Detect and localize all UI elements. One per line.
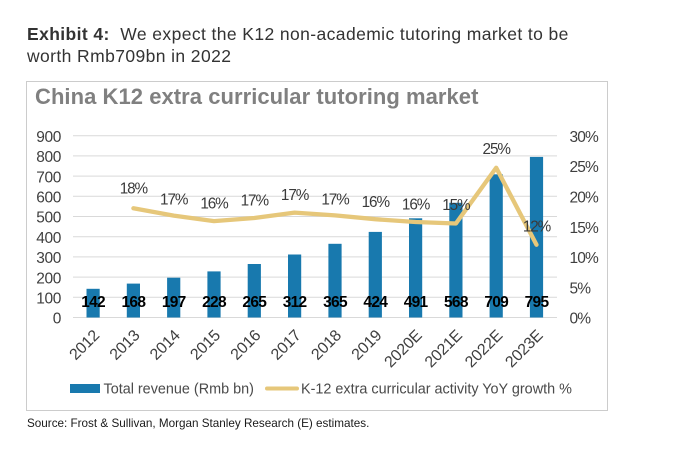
svg-text:Total revenue (Rmb bn): Total revenue (Rmb bn)	[104, 382, 254, 398]
svg-text:12%: 12%	[523, 218, 552, 235]
svg-text:20%: 20%	[570, 190, 599, 207]
svg-text:424: 424	[363, 294, 388, 311]
svg-text:2014: 2014	[147, 327, 184, 364]
svg-text:709: 709	[484, 294, 509, 311]
svg-text:142: 142	[81, 294, 105, 311]
svg-text:K-12 extra curricular activity: K-12 extra curricular activity YoY growt…	[301, 382, 572, 398]
svg-text:2016: 2016	[228, 327, 265, 364]
svg-text:10%: 10%	[570, 250, 599, 267]
svg-text:2020E: 2020E	[382, 327, 426, 371]
svg-text:200: 200	[36, 270, 62, 287]
svg-text:228: 228	[202, 294, 227, 311]
svg-text:312: 312	[283, 294, 307, 311]
svg-text:17%: 17%	[281, 187, 310, 204]
svg-text:2019: 2019	[349, 327, 386, 364]
svg-text:168: 168	[122, 294, 147, 311]
svg-text:2021E: 2021E	[422, 327, 466, 371]
svg-text:568: 568	[444, 294, 469, 311]
svg-text:17%: 17%	[241, 193, 270, 210]
svg-text:30%: 30%	[570, 129, 599, 146]
svg-text:16%: 16%	[362, 194, 391, 211]
svg-text:2013: 2013	[107, 327, 144, 364]
svg-text:500: 500	[36, 210, 62, 227]
svg-text:2022E: 2022E	[462, 327, 506, 371]
svg-text:400: 400	[36, 230, 62, 247]
svg-text:0%: 0%	[570, 311, 592, 328]
svg-text:18%: 18%	[120, 180, 149, 197]
svg-text:491: 491	[404, 294, 429, 311]
svg-text:15%: 15%	[570, 220, 599, 237]
svg-text:600: 600	[36, 190, 62, 207]
svg-text:15%: 15%	[442, 197, 471, 214]
svg-text:17%: 17%	[160, 192, 189, 209]
svg-text:16%: 16%	[402, 197, 431, 214]
svg-text:16%: 16%	[200, 195, 229, 212]
svg-text:2018: 2018	[308, 327, 345, 364]
svg-text:0: 0	[53, 311, 62, 328]
svg-text:800: 800	[36, 149, 62, 166]
svg-text:2012: 2012	[67, 327, 104, 364]
svg-text:2015: 2015	[187, 327, 224, 364]
svg-text:197: 197	[162, 294, 186, 311]
svg-text:795: 795	[525, 294, 550, 311]
svg-text:2023E: 2023E	[502, 327, 546, 371]
svg-text:25%: 25%	[570, 159, 599, 176]
svg-text:265: 265	[242, 294, 267, 311]
svg-text:25%: 25%	[483, 141, 512, 158]
svg-text:900: 900	[36, 129, 62, 146]
svg-text:300: 300	[36, 250, 62, 267]
svg-text:365: 365	[323, 294, 348, 311]
svg-text:700: 700	[36, 169, 62, 186]
svg-text:17%: 17%	[321, 191, 350, 208]
svg-text:2017: 2017	[268, 327, 305, 364]
svg-text:5%: 5%	[570, 280, 592, 297]
svg-text:100: 100	[36, 291, 62, 308]
